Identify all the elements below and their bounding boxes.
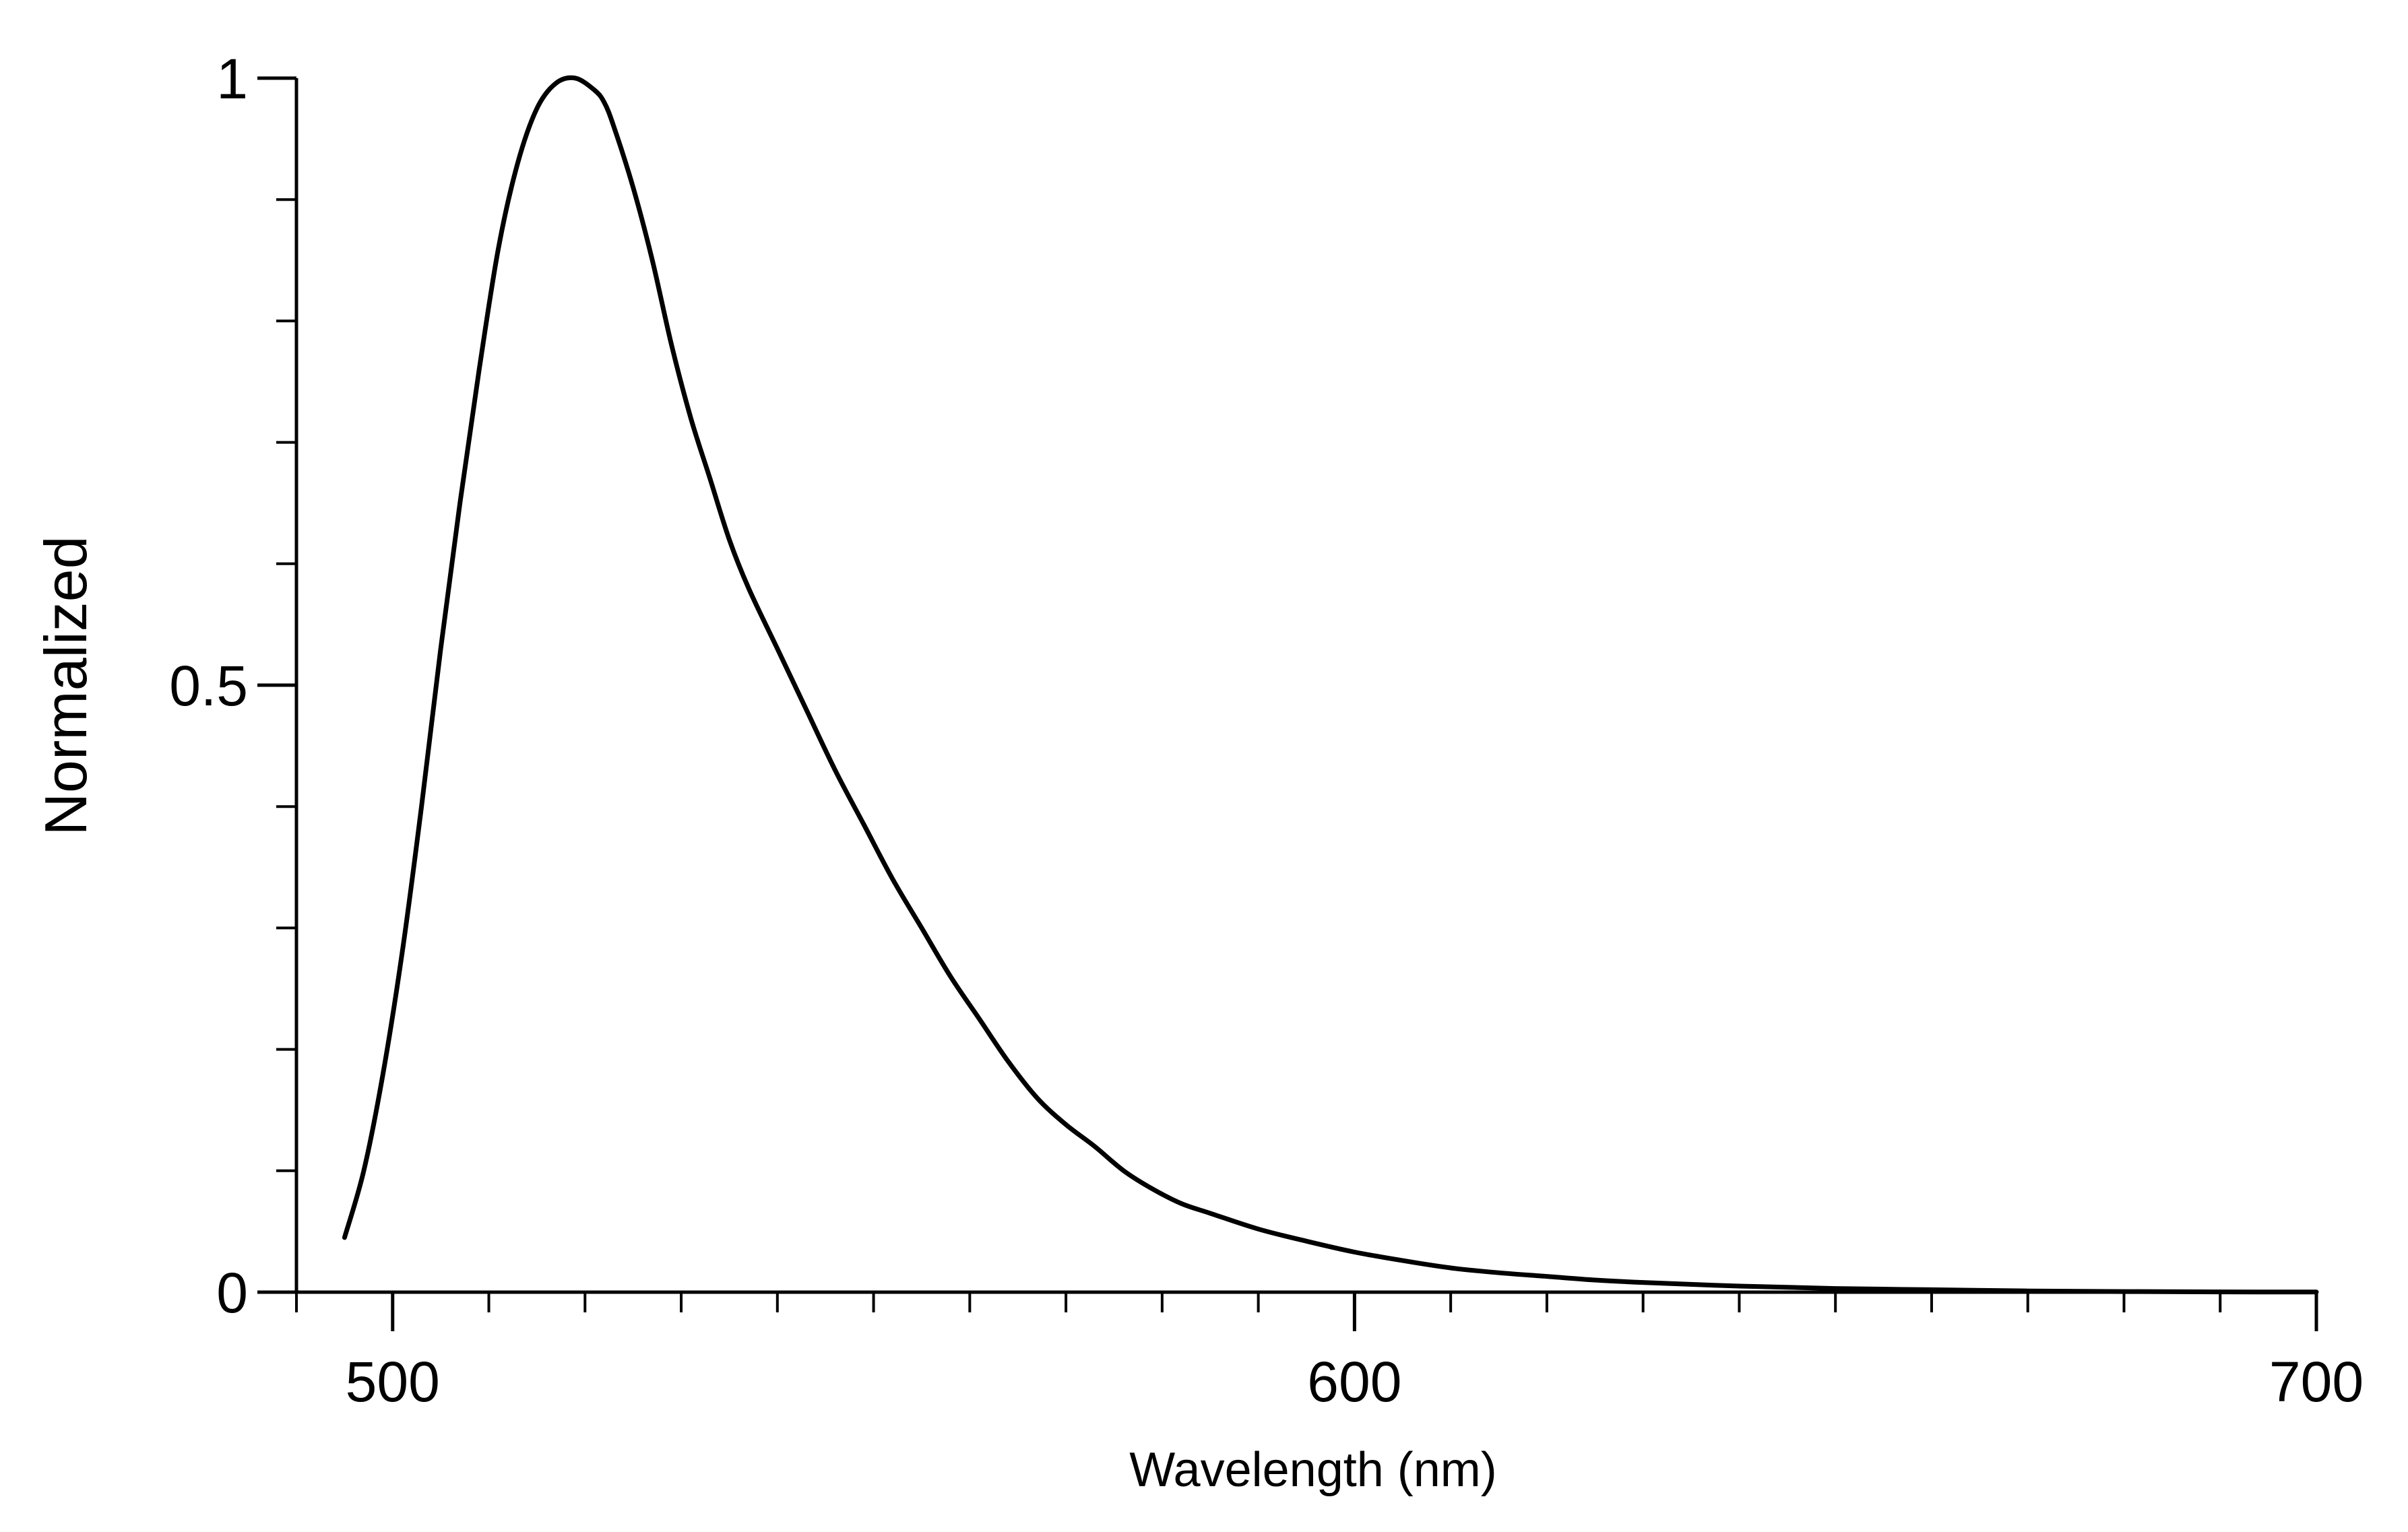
x-axis: 500 600 700 bbox=[296, 1290, 2364, 1413]
y-tick-label: 0.5 bbox=[169, 654, 248, 717]
spectrum-line bbox=[342, 75, 2319, 1295]
y-tick-label: 1 bbox=[216, 47, 248, 110]
y-axis-label: Normalized bbox=[32, 536, 99, 835]
x-tick-label: 600 bbox=[1307, 1350, 1401, 1413]
plot-area bbox=[342, 75, 2319, 1295]
y-tick-label: 0 bbox=[216, 1261, 248, 1324]
x-tick-label: 500 bbox=[346, 1350, 440, 1413]
y-axis: 00.51 bbox=[169, 47, 298, 1324]
x-tick-label: 700 bbox=[2269, 1350, 2364, 1413]
x-axis-label: Wavelength (nm) bbox=[1129, 1443, 1497, 1497]
minor-ticks bbox=[276, 198, 2222, 1312]
